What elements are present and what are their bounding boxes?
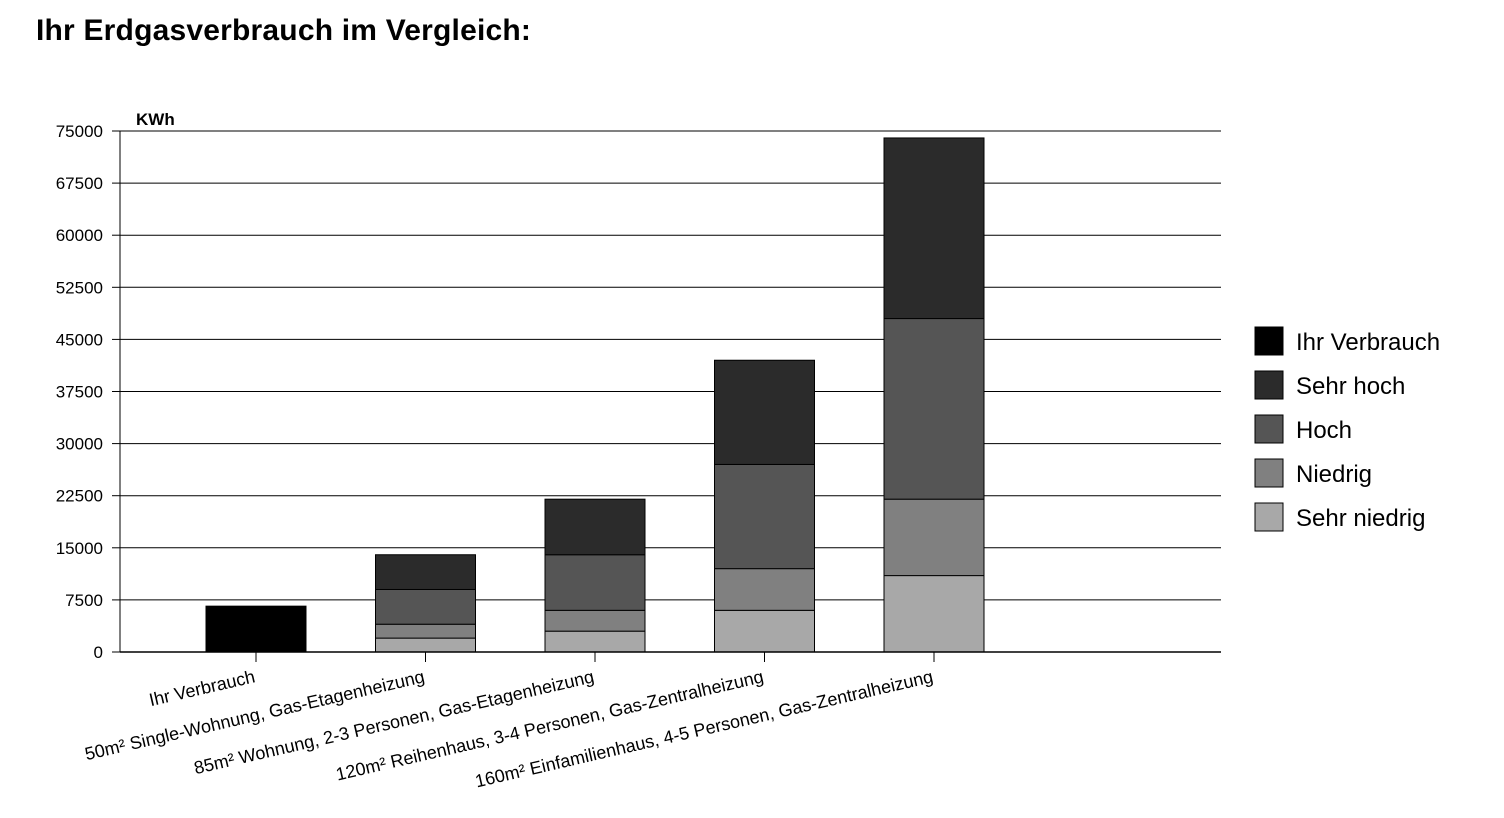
y-tick-label: 75000: [56, 122, 103, 141]
bar-segment: [883, 575, 985, 653]
legend-label: Hoch: [1296, 417, 1352, 444]
bar-segment: [714, 463, 815, 570]
legend-swatch: [1254, 326, 1284, 356]
y-axis: 0 7500 15000 22500 30000 37500 45000 52500 60000…: [56, 122, 121, 662]
legend-swatch: [1254, 414, 1284, 444]
bar-segment: [883, 318, 985, 500]
bar-segment: [544, 498, 646, 556]
bar-segment: [375, 637, 476, 653]
y-tick-label: 30000: [56, 435, 103, 454]
y-tick-label: 37500: [56, 383, 103, 402]
bar-segment: [205, 605, 307, 653]
bar-segment: [375, 623, 476, 639]
y-tick-label: 45000: [56, 330, 103, 349]
legend-swatch: [1254, 458, 1284, 488]
legend-swatch: [1254, 502, 1284, 532]
bar-segment: [714, 609, 815, 653]
legend-label: Ihr Verbrauch: [1296, 329, 1440, 356]
page-title: Ihr Erdgasverbrauch im Vergleich:: [36, 14, 532, 47]
y-tick-label: 7500: [65, 591, 103, 610]
legend-swatch: [1254, 370, 1284, 400]
legend: Ihr Verbrauch Sehr hoch Hoch Niedrig Sehr ni…: [1254, 326, 1440, 532]
bar-segment: [544, 630, 646, 653]
y-tick-label: 52500: [56, 278, 103, 297]
y-axis-unit-label: KWh: [136, 110, 175, 129]
bar-segment: [714, 359, 815, 465]
y-tick-label: 67500: [56, 174, 103, 193]
bar-segment: [883, 137, 985, 320]
bar-segment: [375, 554, 476, 590]
y-tick-label: 22500: [56, 487, 103, 506]
bar-segment: [544, 554, 646, 611]
bar-segment: [544, 609, 646, 632]
y-tick-label: 0: [94, 643, 103, 662]
bar-segment: [714, 568, 815, 611]
x-category-label: Ihr Verbrauch: [147, 666, 257, 710]
legend-label: Sehr niedrig: [1296, 505, 1425, 532]
bar-segment: [883, 498, 985, 577]
y-tick-label: 60000: [56, 226, 103, 245]
legend-label: Niedrig: [1296, 461, 1372, 488]
y-tick-label: 15000: [56, 539, 103, 558]
bars: [205, 137, 985, 653]
bar-segment: [375, 588, 476, 625]
grid-lines: [120, 130, 1221, 653]
legend-label: Sehr hoch: [1296, 373, 1405, 400]
